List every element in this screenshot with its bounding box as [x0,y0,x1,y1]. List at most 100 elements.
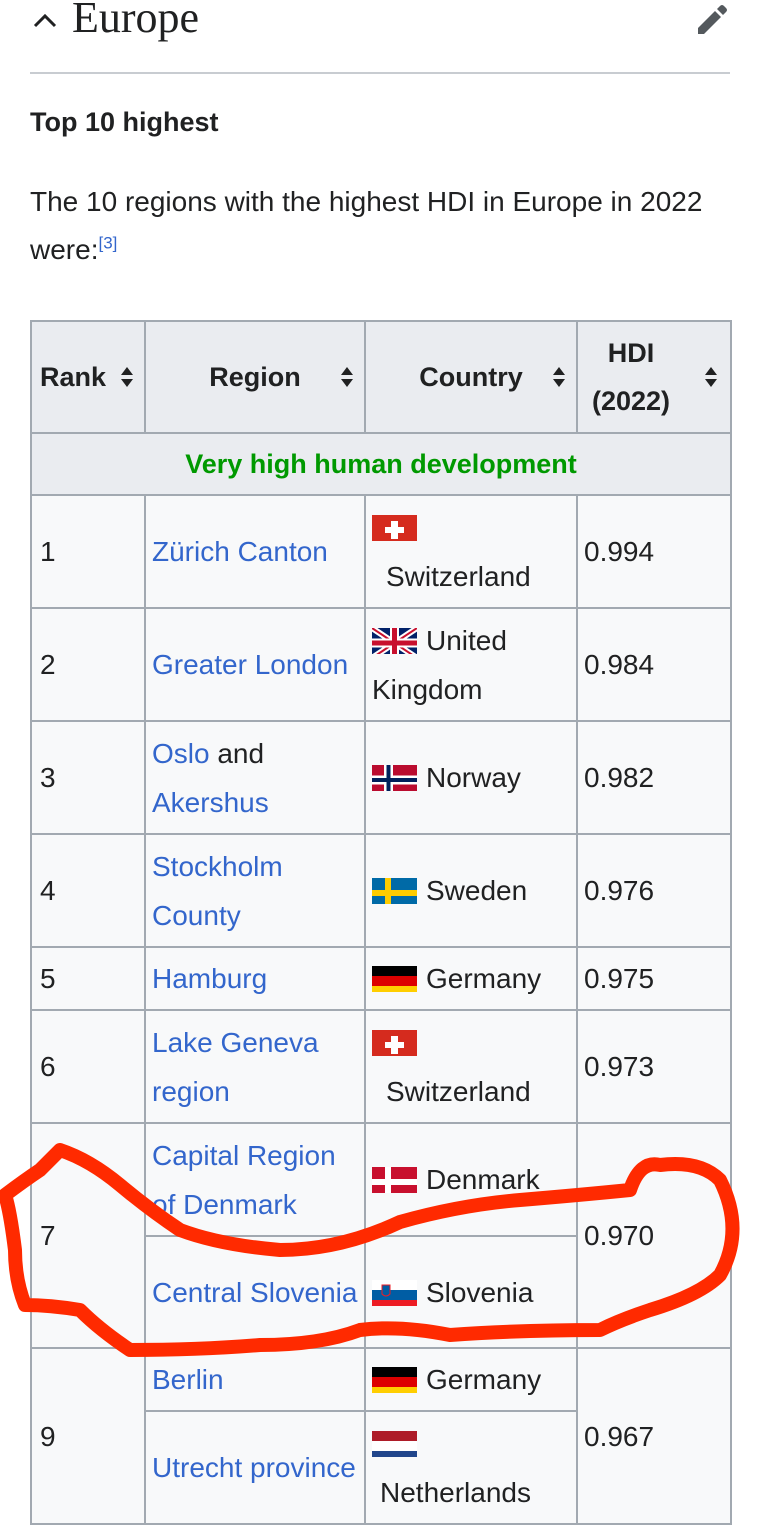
netherlands-flag-icon [372,1427,417,1457]
country-cell: Denmark [364,1122,578,1237]
country-link[interactable]: Switzerland [386,1075,531,1107]
sort-icon[interactable] [120,366,134,388]
table-row: 1 Zürich Canton Switzerland 0.994 [30,494,732,609]
country-cell: Switzerland [364,494,578,609]
rank-cell: 2 [30,607,146,722]
intro-text: The 10 regions with the highest HDI in E… [30,186,703,265]
denmark-flag-icon [372,1163,417,1193]
switzerland-flag-icon [372,511,417,541]
region-cell: Stockholm County [144,833,366,948]
region-link[interactable]: Oslo [152,737,210,769]
rank-cell: 5 [30,946,146,1011]
country-link[interactable]: Denmark [426,1164,540,1195]
country-cell: Switzerland [364,1009,578,1124]
united-kingdom-flag-icon [372,624,417,654]
sweden-flag-icon [372,874,417,904]
header-country-label: Country [419,362,523,392]
hdi-cell: 0.975 [576,946,732,1011]
section-divider [30,72,730,74]
region-cell: Zürich Canton [144,494,366,609]
intro-paragraph: The 10 regions with the highest HDI in E… [30,178,730,274]
chevron-up-icon[interactable] [30,6,60,36]
country-cell: Netherlands [364,1410,578,1525]
country-link[interactable]: Germany [426,963,542,994]
norway-flag-icon [372,761,417,791]
germany-flag-icon [372,1363,417,1393]
country-cell: Slovenia [364,1235,578,1349]
rank-cell: 4 [30,833,146,948]
region-link[interactable]: Akershus [152,786,269,818]
rank-cell: 1 [30,494,146,609]
table-row: 3 Oslo and Akershus Norway 0.982 [30,720,732,835]
reference-link[interactable]: [3] [98,233,118,253]
header-rank-label: Rank [40,362,107,392]
region-link[interactable]: Berlin [152,1364,224,1395]
rank-cell: 6 [30,1009,146,1124]
table-row: 7 Capital Region of Denmark Denmark 0.97… [30,1122,732,1349]
country-link[interactable]: Switzerland [386,560,531,592]
rank-cell: 9 [30,1347,146,1525]
table-row: 4 Stockholm County Sweden 0.976 [30,833,732,948]
hdi-cell: 0.982 [576,720,732,835]
header-country[interactable]: Country [364,320,578,434]
country-link[interactable]: Slovenia [426,1276,534,1308]
region-link[interactable]: Stockholm County [152,850,283,931]
region-cell: Utrecht province [144,1410,366,1525]
hdi-table: Rank Region Country HDI (2022) Very hig [30,320,732,1525]
group-row: Very high human development [30,432,732,496]
hdi-cell: 0.967 [576,1347,732,1525]
region-cell: Capital Region of Denmark [144,1122,366,1237]
region-cell: Greater London [144,607,366,722]
country-cell: Norway [364,720,578,835]
table-row: 5 Hamburg Germany 0.975 [30,946,732,1011]
hdi-cell: 0.976 [576,833,732,948]
rank-cell: 7 [30,1122,146,1349]
header-hdi-label: HDI (2022) [592,338,671,416]
region-link[interactable]: Hamburg [152,963,268,994]
region-link[interactable]: Central Slovenia [152,1276,358,1308]
region-cell: Berlin [144,1347,366,1412]
region-link[interactable]: Greater London [152,649,349,680]
country-link[interactable]: Sweden [426,875,528,906]
region-cell: Oslo and Akershus [144,720,366,835]
table-row: 9 Berlin Germany 0.967 [30,1347,732,1525]
region-link[interactable]: Capital Region of Denmark [152,1139,336,1220]
table-row: Utrecht province Netherlands [31,1410,731,1525]
hdi-cell: 0.973 [576,1009,732,1124]
section-title: Europe [72,0,200,42]
region-link[interactable]: Utrecht province [152,1452,356,1483]
sort-icon[interactable] [340,366,354,388]
country-link[interactable]: United [426,624,507,656]
switzerland-flag-icon [372,1026,417,1056]
table-row: 2 Greater London United Kingdom 0.984 [30,607,732,722]
section-header: Europe [0,0,760,72]
header-region[interactable]: Region [144,320,366,434]
country-cell: Sweden [364,833,578,948]
slovenia-flag-icon [372,1276,417,1306]
country-link[interactable]: Netherlands [380,1476,531,1508]
region-cell: Hamburg [144,946,366,1011]
sort-icon[interactable] [704,366,718,388]
region-connector: and [217,737,265,769]
group-label: Very high human development [30,432,732,496]
hdi-cell: 0.984 [576,607,732,722]
country-cell: Germany [364,946,578,1011]
sort-icon[interactable] [552,366,566,388]
country-cell: Germany [364,1347,578,1412]
country-link[interactable]: Germany [426,1364,542,1395]
header-region-label: Region [209,362,301,392]
header-rank[interactable]: Rank [30,320,146,434]
germany-flag-icon [372,962,417,992]
table-row: 6 Lake Geneva region Switzerland 0.973 [30,1009,732,1124]
pencil-icon[interactable] [690,0,730,40]
rank-cell: 3 [30,720,146,835]
country-link-continued[interactable]: Kingdom [372,673,483,705]
header-hdi[interactable]: HDI (2022) [576,320,732,434]
hdi-cell: 0.994 [576,494,732,609]
country-link[interactable]: Norway [426,762,521,793]
region-link[interactable]: Zürich Canton [152,536,328,567]
region-cell: Lake Geneva region [144,1009,366,1124]
region-link[interactable]: Lake Geneva region [152,1026,319,1107]
country-cell: United Kingdom [364,607,578,722]
region-cell: Central Slovenia [144,1235,366,1349]
